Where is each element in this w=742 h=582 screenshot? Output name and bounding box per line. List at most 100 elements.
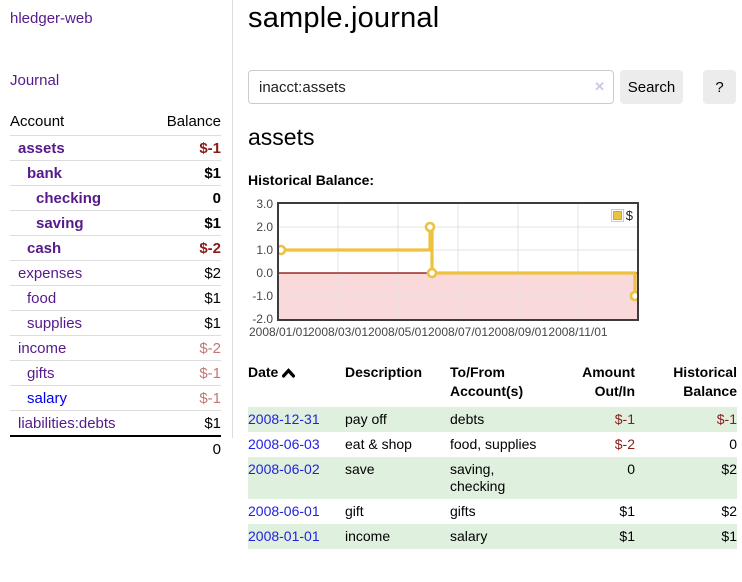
register-cell-date: 2008-01-01 bbox=[248, 524, 345, 549]
account-link[interactable]: assets bbox=[18, 140, 65, 157]
register-cell-amount: $-1 bbox=[545, 407, 635, 432]
register-cell-amount: $1 bbox=[545, 524, 635, 549]
chart-section-label: Historical Balance: bbox=[248, 172, 375, 188]
brand-link[interactable]: hledger-web bbox=[10, 10, 93, 27]
sort-ascending-icon bbox=[282, 368, 296, 378]
transaction-date-link[interactable]: 2008-06-03 bbox=[248, 436, 320, 452]
accounts-header-row: Account Balance bbox=[10, 109, 221, 136]
register-header-balance: Historical Balance bbox=[673, 364, 737, 399]
register-cell-balance: $1 bbox=[635, 524, 737, 549]
account-link[interactable]: food bbox=[27, 290, 57, 307]
legend-swatch bbox=[610, 209, 624, 222]
sidebar-accounts-body: assets $-1 bank $1 checking 0 saving $1 cash $-2 e… bbox=[10, 135, 221, 461]
account-balance: 0 bbox=[149, 185, 221, 211]
account-row: saving $1 bbox=[10, 210, 221, 236]
x-axis-tick: 2008/07/01 bbox=[427, 325, 489, 339]
register-cell-balance: $-1 bbox=[635, 407, 737, 432]
account-row: assets $-1 bbox=[10, 135, 221, 161]
help-button[interactable]: ? bbox=[703, 70, 736, 104]
account-link[interactable]: income bbox=[18, 340, 67, 357]
account-row: cash $-2 bbox=[10, 235, 221, 261]
balance-chart: 3.0 2.0 1.0 0.0 -1.0 -2.0 bbox=[244, 196, 664, 346]
account-balance: $1 bbox=[149, 210, 221, 236]
account-row: supplies $1 bbox=[10, 310, 221, 336]
y-axis-tick: 0.0 bbox=[256, 266, 273, 280]
account-balance: $-1 bbox=[149, 360, 221, 386]
account-link[interactable]: supplies bbox=[27, 315, 83, 332]
x-axis-tick: 2008/11/01 bbox=[548, 325, 608, 339]
y-axis-tick: 2.0 bbox=[256, 220, 273, 234]
transaction-date-link[interactable]: 2008-06-02 bbox=[248, 461, 320, 477]
register-table: Date Description To/From Account(s) Amou… bbox=[248, 358, 737, 549]
account-link[interactable]: saving bbox=[36, 215, 84, 232]
register-cell-description: save bbox=[345, 457, 450, 499]
register-header-date[interactable]: Date bbox=[248, 358, 345, 407]
account-heading: assets bbox=[248, 124, 315, 150]
register-row[interactable]: 2008-01-01 income salary $1 $1 bbox=[248, 524, 737, 549]
account-balance: $1 bbox=[149, 285, 221, 311]
y-axis-tick: 3.0 bbox=[256, 197, 273, 211]
transaction-date-link[interactable]: 2008-12-31 bbox=[248, 411, 320, 427]
register-cell-description: pay off bbox=[345, 407, 450, 432]
accounts-table: Account Balance assets $-1 bank $1 checking 0… bbox=[10, 109, 221, 461]
account-link[interactable]: bank bbox=[27, 165, 63, 182]
register-cell-accounts: saving, checking bbox=[450, 457, 545, 499]
account-link[interactable]: checking bbox=[36, 190, 102, 207]
data-point-marker bbox=[279, 244, 287, 256]
chart-legend: $ bbox=[609, 207, 634, 224]
register-cell-description: eat & shop bbox=[345, 436, 412, 452]
account-link[interactable]: salary bbox=[27, 390, 68, 407]
page-title: sample.journal bbox=[248, 2, 440, 34]
account-link[interactable]: expenses bbox=[18, 265, 83, 282]
register-cell-amount: $-2 bbox=[614, 436, 635, 452]
register-header-amount: Amount Out/In bbox=[582, 364, 635, 399]
account-link[interactable]: liabilities:debts bbox=[18, 415, 116, 432]
register-header-accounts: To/From Account(s) bbox=[450, 364, 524, 399]
register-row[interactable]: 2008-06-02 save saving, checking 0 $2 bbox=[248, 457, 737, 499]
search-form: ✕ Search ? bbox=[248, 70, 737, 104]
transaction-date-link[interactable]: 2008-01-01 bbox=[248, 528, 320, 544]
account-link[interactable]: cash bbox=[27, 240, 62, 257]
register-row[interactable]: 2008-12-31 pay off debts $-1 $-1 bbox=[248, 407, 737, 432]
accounts-total-value: 0 bbox=[149, 435, 221, 461]
register-cell-amount: $1 bbox=[619, 503, 635, 519]
register-row[interactable]: 2008-06-01 gift gifts $1 $2 bbox=[248, 499, 737, 524]
account-row: gifts $-1 bbox=[10, 360, 221, 386]
search-input[interactable] bbox=[248, 70, 614, 104]
clear-search-icon[interactable]: ✕ bbox=[594, 79, 605, 94]
register-row[interactable]: 2008-06-03 eat & shop food, supplies $-2 0 bbox=[248, 432, 737, 457]
x-axis-tick: 2008/01/01 bbox=[248, 325, 310, 339]
register-cell-date: 2008-06-02 bbox=[248, 457, 345, 499]
y-axis-tick: 1.0 bbox=[256, 243, 273, 257]
register-cell-amount: 0 bbox=[545, 457, 635, 499]
sidebar: hledger-web Journal Account Balance asse… bbox=[0, 0, 233, 461]
account-balance: $1 bbox=[149, 160, 221, 186]
accounts-total-row: 0 bbox=[10, 435, 221, 461]
account-balance: $1 bbox=[149, 410, 221, 436]
register-cell-description: income bbox=[345, 524, 450, 549]
chart-plot: $ bbox=[277, 202, 639, 321]
transaction-date-link[interactable]: 2008-06-01 bbox=[248, 503, 320, 519]
account-row: salary $-1 bbox=[10, 385, 221, 411]
register-cell-date: 2008-06-01 bbox=[248, 499, 345, 524]
accounts-header-account: Account bbox=[10, 113, 65, 130]
y-axis-tick: -2.0 bbox=[252, 312, 273, 326]
register-cell-date: 2008-12-31 bbox=[248, 407, 345, 432]
chart-svg bbox=[279, 204, 637, 319]
account-row: income $-2 bbox=[10, 335, 221, 361]
journal-link[interactable]: Journal bbox=[10, 72, 60, 89]
register-cell-date: 2008-06-03 bbox=[248, 432, 345, 457]
register-cell-accounts: debts bbox=[450, 407, 545, 432]
data-point-marker bbox=[629, 290, 637, 302]
register-cell-balance: $2 bbox=[721, 503, 737, 519]
x-axis-tick: 2008/09/01 bbox=[487, 325, 549, 339]
register-cell-accounts: gifts bbox=[450, 503, 476, 519]
account-balance: $-2 bbox=[149, 235, 221, 261]
register-body: 2008-12-31 pay off debts $-1 $-1 2008-06-03 ea… bbox=[248, 407, 737, 549]
account-link[interactable]: gifts bbox=[27, 365, 55, 382]
search-button[interactable]: Search bbox=[620, 70, 683, 104]
account-balance: $-2 bbox=[149, 335, 221, 361]
register-cell-balance: $2 bbox=[635, 457, 737, 499]
register-cell-description: gift bbox=[345, 503, 364, 519]
legend-label: $ bbox=[625, 208, 633, 223]
